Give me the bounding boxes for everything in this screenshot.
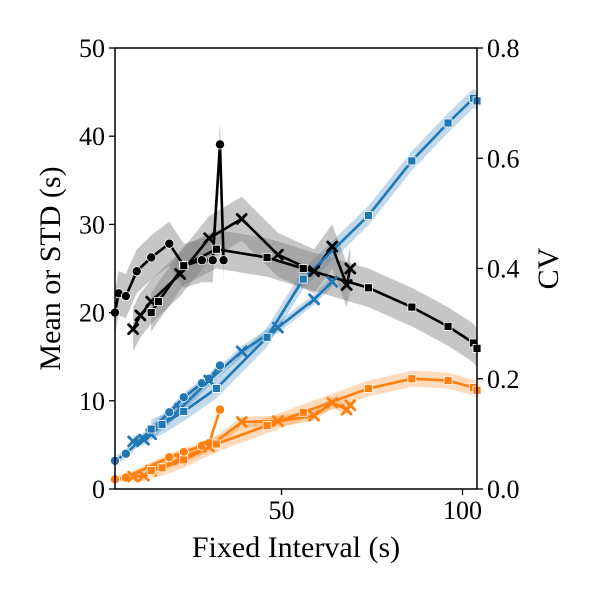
data-point bbox=[443, 321, 453, 331]
y-right-tick-label: 0.6 bbox=[487, 144, 520, 173]
data-point bbox=[407, 302, 417, 312]
y-left-tick-label: 40 bbox=[79, 122, 105, 151]
x-axis-label: Fixed Interval (s) bbox=[192, 531, 400, 564]
y-right-tick-label: 0.0 bbox=[487, 475, 520, 504]
x-tick-label: 100 bbox=[443, 496, 482, 525]
data-point bbox=[235, 212, 248, 225]
data-point bbox=[164, 452, 175, 463]
series-band bbox=[151, 229, 477, 368]
y-left-tick-label: 50 bbox=[79, 34, 105, 63]
data-point bbox=[272, 248, 284, 261]
series-markers bbox=[110, 93, 482, 485]
data-point bbox=[363, 283, 373, 293]
data-point bbox=[326, 396, 339, 409]
data-point bbox=[178, 392, 189, 403]
data-point bbox=[308, 265, 320, 278]
data-point bbox=[211, 439, 221, 449]
y-left-tick-label: 10 bbox=[79, 387, 105, 416]
y-right-tick-label: 0.2 bbox=[487, 365, 520, 394]
data-point bbox=[308, 293, 320, 306]
data-point bbox=[146, 308, 156, 318]
data-point bbox=[164, 407, 175, 418]
data-point bbox=[164, 238, 175, 249]
data-point bbox=[298, 274, 308, 284]
data-point bbox=[272, 415, 284, 427]
data-point bbox=[308, 409, 320, 422]
data-point bbox=[146, 466, 156, 475]
data-point bbox=[363, 384, 373, 393]
data-point bbox=[207, 255, 218, 266]
y-left-tick-label: 30 bbox=[79, 210, 105, 239]
data-point bbox=[146, 252, 157, 263]
data-point bbox=[298, 407, 308, 417]
data-point bbox=[214, 404, 225, 415]
data-point bbox=[214, 360, 225, 371]
series-band bbox=[115, 122, 224, 335]
data-point bbox=[262, 421, 272, 430]
data-point bbox=[203, 374, 216, 387]
data-point bbox=[131, 266, 142, 277]
data-point bbox=[120, 448, 131, 459]
data-point bbox=[262, 253, 272, 262]
y-left-tick-label: 20 bbox=[79, 299, 105, 328]
data-point bbox=[120, 291, 131, 302]
data-point bbox=[146, 424, 156, 434]
data-point bbox=[344, 262, 357, 275]
data-point bbox=[174, 268, 187, 280]
data-point bbox=[326, 240, 339, 253]
data-point bbox=[407, 374, 417, 384]
data-point bbox=[407, 156, 417, 166]
y-left-tick-label: 0 bbox=[92, 475, 105, 504]
data-point bbox=[127, 323, 139, 336]
y-right-tick-label: 0.8 bbox=[487, 34, 520, 63]
y-axis-right-label: CV bbox=[532, 247, 565, 289]
data-point bbox=[203, 232, 216, 245]
data-point bbox=[154, 297, 163, 306]
data-point bbox=[326, 275, 339, 288]
y-axis-left-label: Mean or STD (s) bbox=[34, 166, 67, 370]
data-point bbox=[262, 332, 272, 342]
x-tick-label: 50 bbox=[269, 496, 295, 525]
data-point bbox=[298, 264, 308, 273]
data-point bbox=[214, 139, 225, 150]
data-point bbox=[344, 399, 357, 412]
data-point bbox=[196, 255, 207, 266]
data-point bbox=[211, 244, 221, 254]
y-right-tick-label: 0.4 bbox=[487, 255, 520, 284]
data-point bbox=[235, 416, 248, 428]
data-point bbox=[127, 435, 139, 448]
data-point bbox=[272, 321, 284, 334]
data-point bbox=[443, 118, 453, 128]
data-point bbox=[179, 261, 189, 271]
axis-ticks: 50 100 0 10 20 30 40 50 0.0 0.2 0.4 0.6 0.8 bbox=[79, 34, 520, 525]
data-point bbox=[127, 470, 139, 483]
data-point bbox=[179, 406, 189, 416]
data-point bbox=[340, 279, 353, 291]
series-band bbox=[151, 88, 477, 439]
data-point bbox=[443, 376, 453, 385]
data-point bbox=[157, 463, 167, 473]
data-point bbox=[157, 420, 167, 430]
data-point bbox=[218, 255, 229, 266]
data-point bbox=[179, 455, 189, 465]
data-point bbox=[211, 384, 221, 393]
data-point bbox=[134, 309, 147, 322]
data-point bbox=[363, 211, 373, 220]
data-point bbox=[235, 345, 248, 358]
